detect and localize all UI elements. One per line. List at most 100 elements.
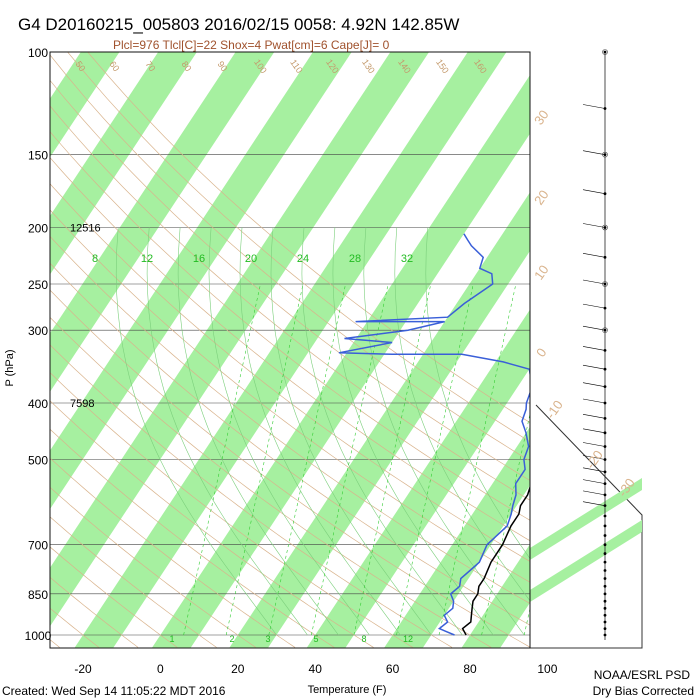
height-label: 7598 [70,398,94,410]
wind-barb [582,150,606,155]
wind-barb-dot [603,613,607,617]
height-label: 12516 [70,223,101,235]
y-tick-850: 850 [28,588,48,602]
calm-wind-circle [602,49,608,55]
wind-barb [582,490,606,496]
wind-barb [582,104,606,109]
dry-adiabat-label: 60 [107,59,121,73]
wind-barb [582,189,606,194]
y-tick-200: 200 [28,222,48,236]
dry-adiabat [50,486,256,648]
dry-adiabat-label: 50 [73,59,87,73]
dry-adiabat [50,516,217,648]
dry-adiabat [87,52,530,423]
temperature-bands [50,52,530,648]
moist-adiabat [425,227,530,560]
height-labels: 12516 7598 [70,223,101,411]
moist-adiabat [177,227,339,636]
wind-barb [582,364,606,370]
dry-adiabat [67,52,530,443]
mixing-ratio-label: 3 [265,634,270,644]
wind-barb [582,479,606,484]
temperature-band [384,426,530,648]
moist-adiabat [301,227,463,636]
wind-barb [582,303,606,309]
wind-barb [582,223,606,228]
mixing-ratio-label: 32 [401,253,413,265]
dry-adiabat [50,546,178,648]
wind-barb [582,382,606,387]
wind-barb [582,455,606,460]
wind-barb-dot [603,577,607,580]
wind-barb-dot [603,153,607,157]
sounding-profiles [338,233,530,636]
dry-adiabat [50,209,530,583]
wind-barb-dot [603,543,607,547]
dry-adiabat [50,576,139,648]
dry-adiabat [50,344,453,648]
dry-adiabat [50,183,530,562]
temperature-band [229,192,530,648]
wind-barb [582,442,606,447]
wind-barb [582,414,606,419]
created-timestamp: Created: Wed Sep 14 11:05:22 MDT 2016 [2,684,226,698]
calm-wind-circle [602,327,608,333]
wind-barb-dot [603,192,607,196]
moist-adiabat [115,227,277,636]
wind-barb-dot [603,599,607,603]
mixing-ratio-label: 8 [361,634,366,644]
y-tick-150: 150 [28,149,48,163]
dry-adiabat [50,105,530,501]
dry-adiabat-label: 80 [179,59,193,73]
dry-adiabat [50,289,530,648]
moist-adiabat [146,227,308,636]
mixing-ratio-label: 20 [245,253,257,265]
mixing-ratio-label: 1 [169,634,174,644]
mixing-ratio-label: 5 [313,634,318,644]
y-tick-500: 500 [28,453,48,467]
temperature-band [50,52,120,158]
calm-wind-circle [602,224,608,231]
dry-adiabat [50,157,530,542]
y-tick-250: 250 [28,278,48,292]
org-label: NOAA/ESRL PSD [594,668,691,682]
wind-barb [582,428,606,434]
adiabat-lines [50,52,530,648]
x-tick-40: 40 [309,662,323,676]
chart-title: G4 D20160215_005803 2016/02/15 0058: 4.9… [18,15,459,34]
dry-adiabat-label: 90 [215,59,229,73]
annex-band [530,520,642,602]
dewpoint-profile [338,233,530,636]
y-axis-label: P (hPa) [4,349,16,386]
mixing-ratio-label: 12 [403,634,413,644]
wind-barb [582,346,606,351]
x-axis-label: Temperature (F) [308,684,387,696]
mixing-ratio-label: 12 [141,253,153,265]
wind-barb [582,467,606,473]
moist-adiabat [208,227,370,636]
wind-barb-dot [603,620,607,624]
dry-adiabat [50,372,413,648]
wind-barb-dot [603,569,607,572]
x-axis-tick-labels: -20 0 20 40 60 80 100 [74,662,557,676]
wind-barb-dot [603,627,607,630]
wind-barb [582,501,606,506]
right-axis-label: 10 [531,262,552,282]
mixing-ratio-labels: 8 12 16 20 24 28 321 2 3 5 8 12 [92,253,413,644]
x-tick-0: 0 [157,662,164,676]
calm-wind-circle [602,151,608,158]
y-axis-tick-labels: 100 150 200 250 300 400 500 700 850 1000 [25,46,52,643]
wind-barb-dot [603,552,607,555]
mixing-ratio-label: 24 [297,253,309,265]
dry-adiabat [50,457,296,648]
moist-adiabat [239,227,401,636]
temperature-profile [461,484,530,636]
y-tick-1000: 1000 [25,629,52,643]
wind-barb-dot [603,560,607,564]
x-tick-60: 60 [386,662,400,676]
temperature-band [306,309,530,648]
right-axis-label: 30 [531,107,552,127]
bias-note: Dry Bias Corrected [593,684,694,698]
dry-adiabat [50,262,530,626]
